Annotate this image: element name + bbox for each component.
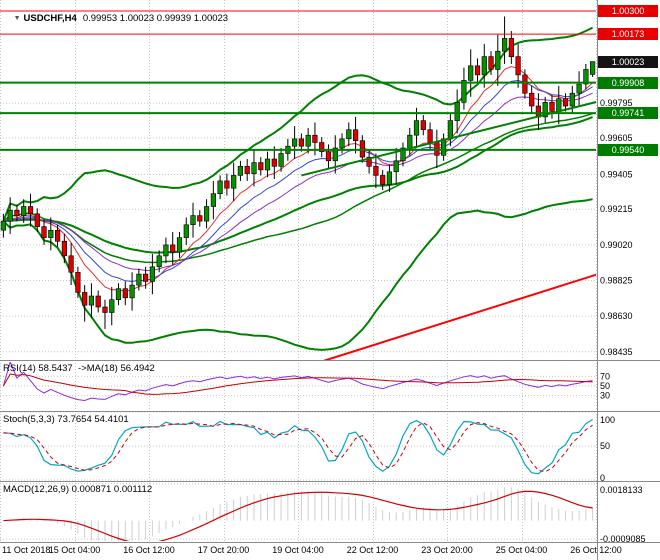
rsi-indicator-label: RSI(14) 58.5437 ->MA(18) 56.4942 (3, 363, 155, 374)
svg-text:11 Oct 2018: 11 Oct 2018 (2, 545, 50, 555)
level-price-label[interactable]: 0.99741 (598, 107, 658, 119)
level-price-label[interactable]: 1.00300 (598, 5, 658, 17)
svg-text:50: 50 (600, 441, 610, 451)
svg-text:0.0018133: 0.0018133 (600, 485, 643, 495)
svg-text:0.98630: 0.98630 (600, 311, 633, 321)
svg-text:0.99020: 0.99020 (600, 240, 633, 250)
svg-text:0.99405: 0.99405 (600, 170, 633, 180)
macd-indicator-label: MACD(12,26,9) 0.000871 0.001112 (3, 484, 153, 495)
level-price-label[interactable]: 0.99540 (598, 144, 658, 156)
svg-text:19 Oct 04:00: 19 Oct 04:00 (272, 545, 324, 555)
svg-text:0.98825: 0.98825 (600, 276, 633, 286)
symbol-dropdown-icon[interactable]: ▼ (13, 15, 21, 22)
svg-text:22 Oct 12:00: 22 Oct 12:00 (347, 545, 399, 555)
svg-text:30: 30 (600, 391, 610, 401)
svg-text:17 Oct 20:00: 17 Oct 20:00 (198, 545, 250, 555)
stoch-indicator-label: Stoch(5,3,3) 73.7654 54.4101 (3, 414, 129, 425)
svg-text:0: 0 (600, 473, 605, 483)
symbol-period-label: USDCHF,H4 (23, 13, 77, 24)
level-price-label[interactable]: 1.00173 (598, 28, 658, 40)
svg-text:26 Oct 12:00: 26 Oct 12:00 (570, 545, 622, 555)
svg-text:15 Oct 04:00: 15 Oct 04:00 (49, 545, 101, 555)
svg-text:16 Oct 12:00: 16 Oct 12:00 (123, 545, 175, 555)
svg-text:0.98435: 0.98435 (600, 347, 633, 357)
level-price-label[interactable]: 0.99908 (598, 77, 658, 89)
svg-text:70: 70 (600, 371, 610, 381)
svg-text:25 Oct 04:00: 25 Oct 04:00 (496, 545, 548, 555)
svg-text:0.99795: 0.99795 (600, 98, 633, 108)
svg-text:50: 50 (600, 381, 610, 391)
current-price-label: 1.00023 (598, 56, 658, 68)
svg-text:23 Oct 20:00: 23 Oct 20:00 (421, 545, 473, 555)
chart-header: ▼ USDCHF,H4 0.99953 1.00023 0.99939 1.0002… (3, 2, 229, 35)
svg-text:-0.0009085: -0.0009085 (600, 534, 646, 544)
svg-text:0.99215: 0.99215 (600, 204, 633, 214)
svg-text:0.99605: 0.99605 (600, 133, 633, 143)
svg-text:100: 100 (600, 415, 615, 425)
ohlc-readout: 0.99953 1.00023 0.99939 1.00023 (82, 13, 229, 24)
